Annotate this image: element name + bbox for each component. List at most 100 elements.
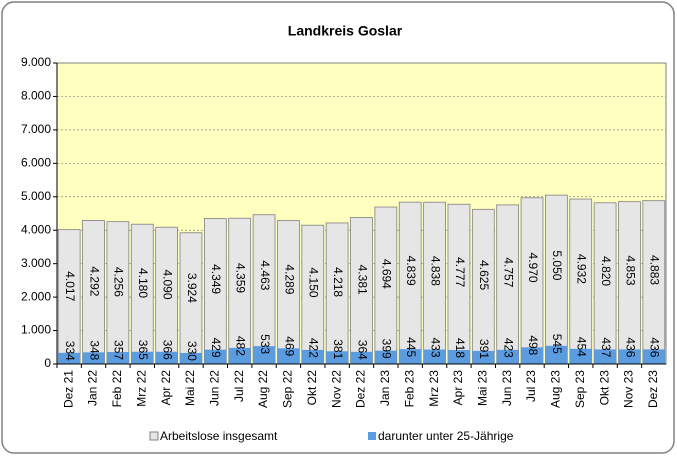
value-label: 5.050 [550,250,564,280]
value-label: 4.883 [648,255,662,285]
bar-youth [131,351,154,364]
value-label: 4.218 [331,267,345,297]
value-label: 429 [209,338,223,358]
value-label: 4.838 [428,256,442,286]
value-label: 4.853 [623,256,637,286]
bar-youth [642,349,665,364]
x-tick-label: Feb 22 [110,370,124,408]
legend-label: Arbeitslose insgesamt [160,429,278,443]
bar-youth [521,347,543,364]
value-label: 4.970 [526,253,540,283]
chart-title: Landkreis Goslar [288,23,403,39]
x-tick-label: Nov 23 [622,370,636,408]
x-tick-label: Jan 23 [378,370,392,406]
x-tick-label: Mai 23 [475,370,489,406]
x-tick-label: Aug 22 [256,370,270,408]
value-label: 366 [160,340,174,360]
value-label: 391 [477,339,491,359]
value-label: 422 [307,338,321,358]
x-tick-label: Dez 21 [61,370,75,408]
x-tick-label: Sep 22 [281,370,295,408]
x-tick-label: Jun 23 [500,370,514,406]
y-tick-label: 0 [44,356,51,370]
value-label: 498 [526,335,540,355]
value-label: 364 [355,340,369,360]
x-tick-label: Nov 22 [329,370,343,408]
x-tick-label: Mai 22 [183,370,197,406]
value-label: 365 [136,340,150,360]
x-tick-label: Apr 22 [159,370,173,406]
y-tick-label: 4.000 [21,222,51,236]
value-label: 469 [282,336,296,356]
bar-youth [155,351,178,364]
bar-youth [496,349,519,364]
bar-youth [350,351,373,364]
value-label: 436 [648,337,662,357]
value-label: 4.090 [160,269,174,299]
bar-youth [423,349,446,364]
bar-youth [58,352,81,364]
x-tick-label: Mrz 23 [427,370,441,407]
value-label: 4.757 [501,257,515,287]
value-label: 330 [185,341,199,361]
y-tick-label: 7.000 [21,122,51,136]
value-label: 433 [428,338,442,358]
bar-youth [228,347,251,364]
bar-youth [106,352,129,364]
bar-youth [594,349,617,364]
value-label: 3.924 [185,273,199,303]
legend-swatch [368,432,376,440]
x-tick-label: Mrz 22 [134,370,148,407]
value-label: 334 [63,341,77,361]
value-label: 4.359 [234,263,248,293]
y-tick-label: 2.000 [21,289,51,303]
value-label: 4.694 [380,259,394,289]
value-label: 357 [112,340,126,360]
bar-youth [326,351,349,364]
value-label: 4.150 [307,268,321,298]
legend-label: darunter unter 25-Jährige [378,429,514,443]
bar-youth [472,350,495,364]
bar-youth [204,349,227,364]
value-label: 454 [575,337,589,357]
value-label: 4.839 [404,256,418,286]
bar-youth [82,352,105,364]
x-tick-label: Dez 22 [354,370,368,408]
x-tick-label: Jul 23 [524,370,538,402]
value-label: 4.777 [453,257,467,287]
value-label: 436 [623,337,637,357]
x-tick-label: Okt 23 [597,370,611,406]
value-label: 533 [258,334,272,354]
bar-youth [253,346,276,364]
x-tick-label: Jul 22 [232,370,246,402]
bar-youth [399,349,422,364]
x-tick-label: Dez 23 [646,370,660,408]
bar-youth [447,350,470,364]
value-label: 445 [404,337,418,357]
bar-youth [277,348,300,364]
x-tick-label: Jun 22 [208,370,222,406]
y-tick-label: 8.000 [21,89,51,103]
x-tick-label: Aug 23 [549,370,563,408]
bar-youth [545,345,568,364]
x-tick-label: Okt 22 [305,370,319,406]
value-label: 4.463 [258,260,272,290]
value-label: 4.292 [87,266,101,296]
value-label: 4.017 [63,271,77,301]
bar-youth [374,350,397,364]
value-label: 4.349 [209,264,223,294]
x-tick-label: Feb 23 [402,370,416,408]
value-label: 418 [453,338,467,358]
value-label: 545 [550,334,564,354]
value-label: 4.256 [112,267,126,297]
value-label: 4.625 [477,260,491,290]
value-label: 482 [234,336,248,356]
y-tick-label: 3.000 [21,256,51,270]
value-label: 381 [331,339,345,359]
legend-swatch [149,431,159,441]
value-label: 348 [87,340,101,360]
bar-youth [569,348,592,364]
value-label: 423 [501,338,515,358]
x-tick-label: Jan 22 [86,370,100,406]
x-tick-label: Sep 23 [573,370,587,408]
